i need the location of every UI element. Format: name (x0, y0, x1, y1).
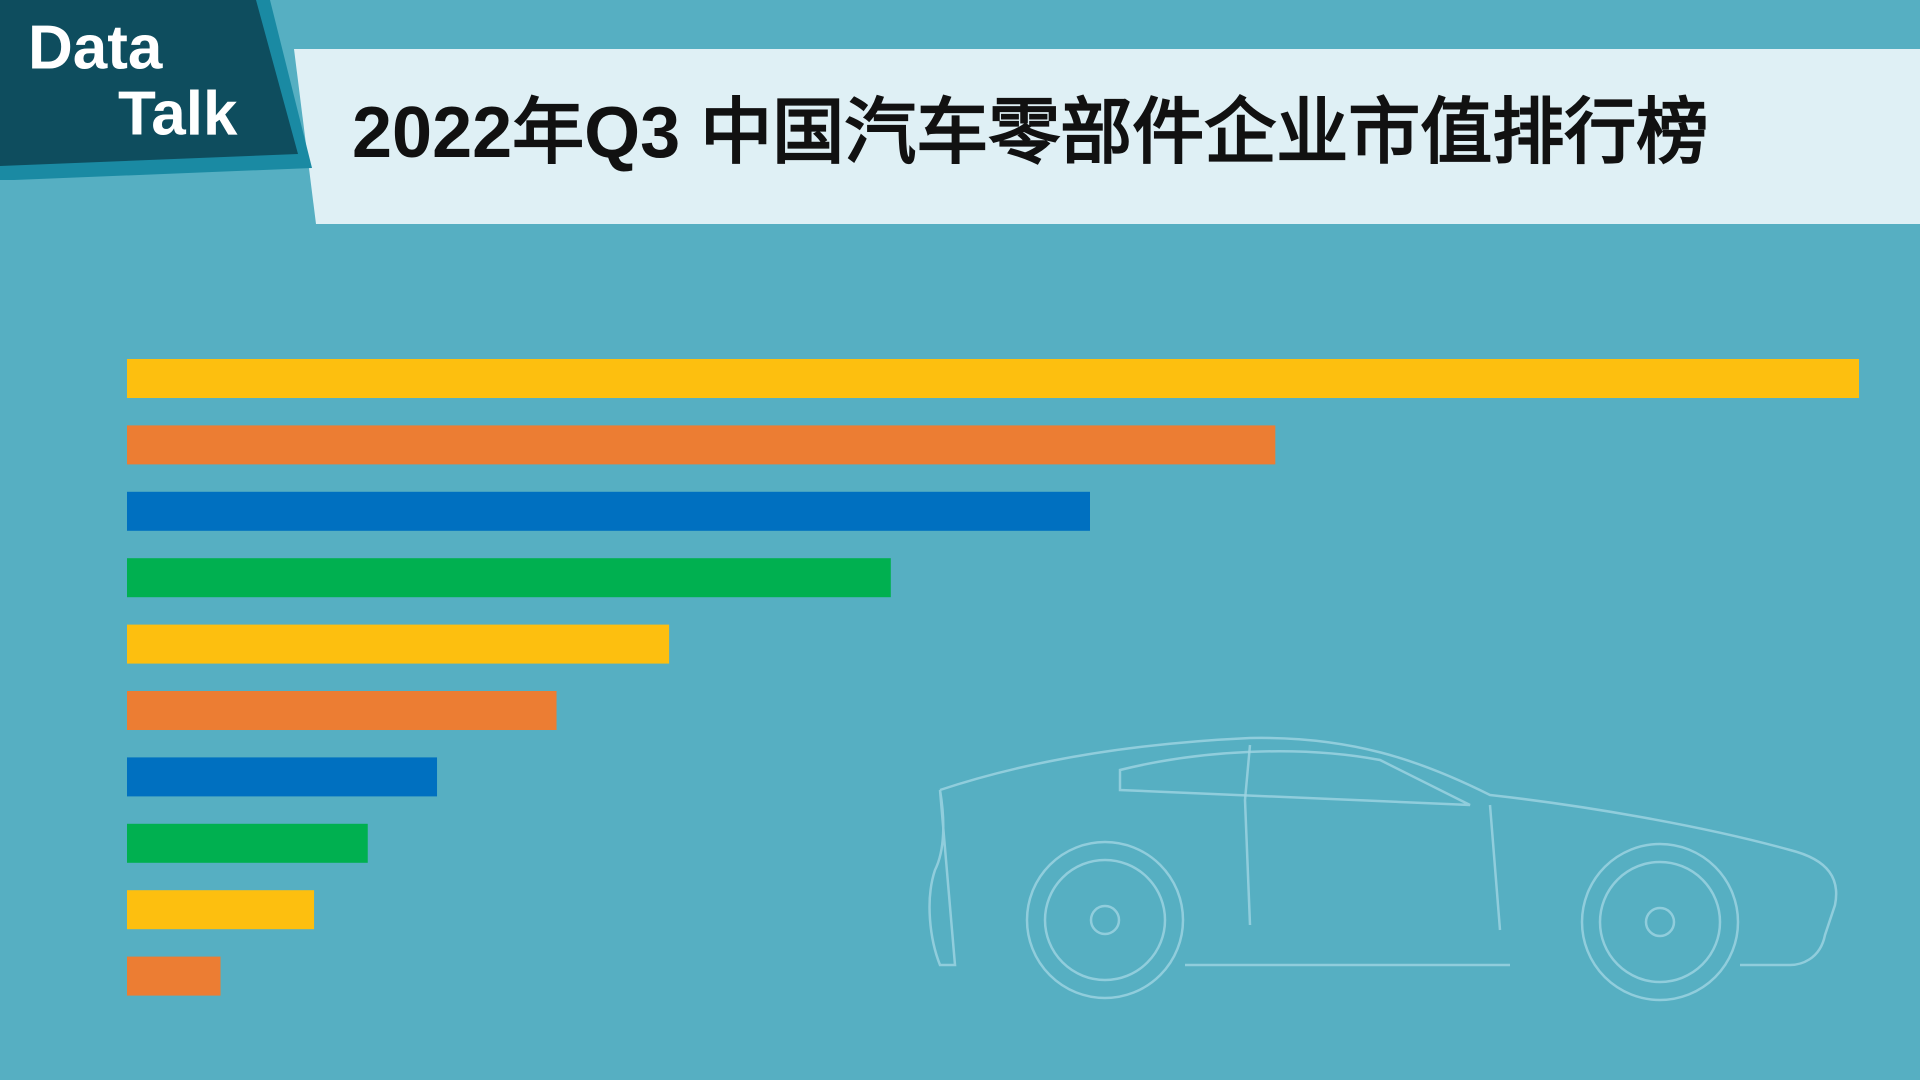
bar (127, 757, 438, 797)
logo-box (0, 0, 298, 166)
logo-text: Talk (118, 79, 238, 148)
chart-title: 2022年Q3 中国汽车零部件企业市值排行榜 (352, 93, 1708, 173)
bar (127, 359, 1859, 398)
bar (127, 491, 1090, 531)
car-body (928, 736, 1838, 967)
car-wheel (1644, 906, 1676, 938)
car-window (1118, 750, 1471, 807)
bar (127, 691, 557, 730)
car-illustration (928, 736, 1838, 1002)
bar (127, 890, 315, 930)
bar (127, 624, 670, 664)
bar (127, 823, 368, 863)
car-wheel (1598, 860, 1722, 984)
bar (127, 558, 891, 598)
car-wheel (1089, 904, 1121, 936)
title-band (294, 49, 1920, 224)
bar (127, 956, 221, 996)
logo-text: Data (28, 13, 163, 82)
car-wheel (1580, 842, 1740, 1002)
car-wheel (1043, 858, 1167, 982)
car-door (1243, 744, 1502, 931)
car-wheel (1025, 840, 1185, 1000)
bar (127, 425, 1276, 465)
